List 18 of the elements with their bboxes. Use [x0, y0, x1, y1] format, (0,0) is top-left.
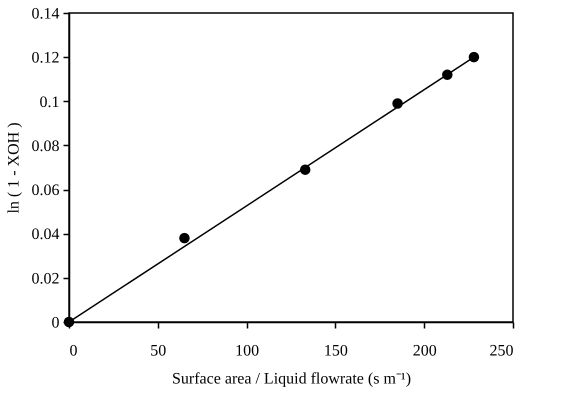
x-tick-label: 200	[412, 342, 437, 360]
x-axis-title: Surface area / Liquid flowrate (s m⁻¹)	[172, 370, 412, 388]
y-tick-label: 0.08	[32, 138, 60, 155]
y-tick-label: 0	[52, 314, 60, 332]
y-tick-label: 0.1	[40, 94, 60, 111]
y-axis-title: ln ( 1 - XOH )	[6, 122, 22, 214]
point	[179, 232, 190, 244]
y-tick-label: 0.02	[32, 270, 60, 288]
y-tick-label: 0.12	[32, 50, 60, 67]
x-tick-label: 50	[150, 342, 166, 360]
y-tick-label: 0.14	[32, 6, 60, 22]
x-tick-label: 0	[70, 342, 78, 360]
x-tick-label: 250	[490, 342, 514, 360]
x-tick-label: 150	[324, 342, 348, 360]
y-tick-label: 0.06	[32, 182, 60, 200]
x-tick-label: 100	[235, 342, 260, 360]
y-tick-label: 0.04	[32, 226, 60, 244]
point	[468, 52, 480, 62]
